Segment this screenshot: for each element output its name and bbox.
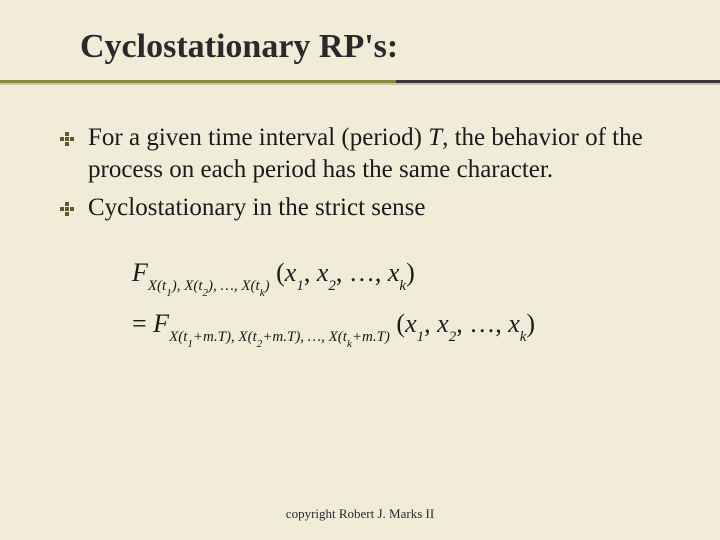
- bullet-text-pre: Cyclostationary in the strict sense: [88, 194, 425, 221]
- equation-block: FX(t1), X(t2), …, X(tk) (x1, x2, …, xk) …: [132, 248, 680, 350]
- bullet-item: Cyclostationary in the strict sense: [60, 192, 680, 224]
- eq-sub: X(t1), X(t2), …, X(tk): [148, 278, 270, 294]
- eq-equals: =: [132, 309, 153, 338]
- bullet-item: For a given time interval (period) T, th…: [60, 122, 680, 186]
- eq-F: F: [153, 309, 169, 338]
- rule-olive: [0, 80, 396, 83]
- rule-light: [0, 83, 720, 85]
- equation-line-1: FX(t1), X(t2), …, X(tk) (x1, x2, …, xk): [132, 248, 680, 299]
- equation-line-2: = FX(t1+m.T), X(t2+m.T), …, X(tk+m.T) (x…: [132, 299, 680, 350]
- content-area: For a given time interval (period) T, th…: [0, 86, 720, 350]
- eq-F: F: [132, 258, 148, 287]
- bullet-marker-icon: [60, 122, 88, 146]
- slide-title: Cyclostationary RP's:: [80, 28, 720, 66]
- bullet-text: Cyclostationary in the strict sense: [88, 192, 425, 224]
- title-block: Cyclostationary RP's:: [0, 0, 720, 86]
- title-rule: [0, 80, 720, 86]
- bullet-marker-icon: [60, 192, 88, 216]
- eq-args-inner: x: [285, 258, 297, 287]
- bullet-text: For a given time interval (period) T, th…: [88, 122, 680, 186]
- bullet-text-pre: For a given time interval (period): [88, 124, 428, 151]
- eq-args: (: [270, 258, 285, 287]
- eq-sub: X(t1+m.T), X(t2+m.T), …, X(tk+m.T): [169, 329, 390, 345]
- copyright-footer: copyright Robert J. Marks II: [0, 506, 720, 522]
- bullet-text-italic: T: [428, 124, 442, 151]
